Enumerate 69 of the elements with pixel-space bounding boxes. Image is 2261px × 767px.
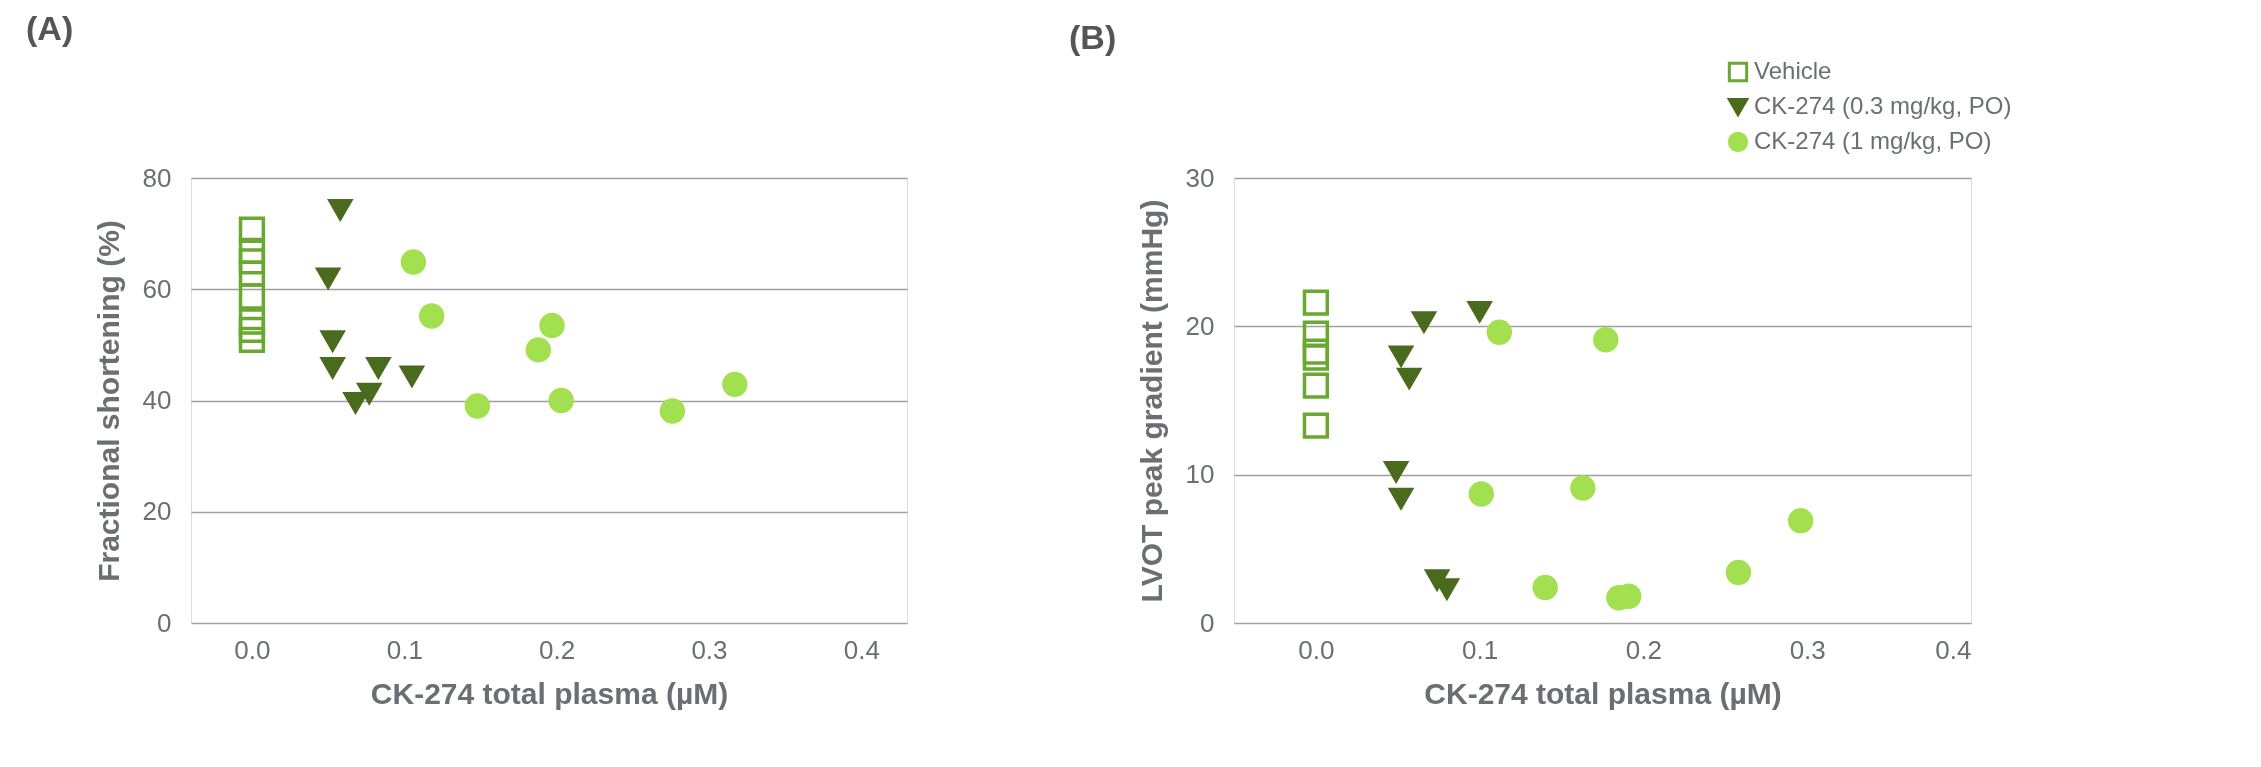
- point: [525, 337, 552, 363]
- point: [1302, 372, 1330, 399]
- y-axis-title: Fractional shortening (%): [91, 220, 125, 582]
- point: [548, 387, 574, 414]
- point: [1397, 367, 1422, 389]
- point: [1468, 481, 1495, 507]
- point: [1384, 461, 1409, 483]
- point: [238, 216, 266, 243]
- point: [328, 199, 353, 221]
- y-tick-label: 40: [142, 385, 172, 415]
- point: [238, 316, 266, 344]
- y-tick-label: 0: [1200, 607, 1215, 638]
- point: [1787, 507, 1814, 534]
- y-tick-label: 80: [142, 162, 172, 193]
- point: [1593, 327, 1619, 353]
- chart-title: (A): [26, 9, 74, 47]
- legend-label: CK-274 (0.3 mg/kg, PO): [1754, 92, 2012, 119]
- point: [320, 330, 345, 352]
- chart-title: (B): [1069, 18, 1117, 56]
- point: [1389, 487, 1414, 510]
- y-tick-label: 20: [142, 496, 172, 527]
- point: [343, 392, 368, 414]
- x-tick-label: 0.4: [1935, 634, 1972, 665]
- y-tick-label: 0: [157, 607, 172, 638]
- point: [418, 303, 445, 329]
- point: [1389, 345, 1414, 367]
- point: [238, 283, 266, 310]
- point: [722, 371, 748, 398]
- y-tick-label: 30: [1185, 162, 1215, 193]
- x-tick-label: 0.4: [843, 634, 880, 665]
- point: [399, 365, 424, 387]
- point: [238, 326, 266, 354]
- x-tick-label: 0.0: [1298, 634, 1335, 665]
- point: [238, 248, 266, 275]
- x-tick-label: 0.0: [234, 634, 271, 665]
- x-tick-label: 0.2: [539, 634, 576, 665]
- point: [1532, 574, 1558, 601]
- point: [320, 357, 345, 379]
- x-axis-title: CK-274 total plasma (µM): [1424, 676, 1782, 710]
- point: [1302, 289, 1330, 316]
- point: [1570, 475, 1596, 501]
- point: [1467, 300, 1492, 323]
- y-tick-label: 10: [1185, 459, 1215, 490]
- point: [464, 393, 491, 419]
- point: [238, 308, 266, 335]
- x-tick-label: 0.2: [1625, 634, 1663, 665]
- y-tick-label: 60: [142, 273, 172, 304]
- point: [366, 357, 391, 379]
- y-axis-title: LVOT peak gradient (mmHg): [1134, 199, 1168, 603]
- legend-label: CK-274 (1 mg/kg, PO): [1754, 127, 1992, 154]
- x-tick-label: 0.3: [1789, 634, 1826, 665]
- x-tick-label: 0.3: [691, 634, 728, 665]
- point: [1302, 320, 1330, 347]
- x-tick-label: 0.1: [386, 634, 423, 665]
- point: [1411, 311, 1436, 333]
- point: [316, 267, 341, 289]
- point: [1486, 319, 1513, 345]
- point: [1725, 559, 1752, 586]
- point: [357, 382, 382, 404]
- point: [1302, 338, 1330, 365]
- legend-label: Vehicle: [1754, 57, 1832, 84]
- point: [400, 249, 427, 275]
- point: [1302, 412, 1330, 439]
- y-tick-label: 20: [1185, 310, 1215, 341]
- point: [1302, 344, 1330, 371]
- x-axis-title: CK-274 total plasma (µM): [370, 676, 729, 710]
- point: [539, 312, 565, 339]
- x-tick-label: 0.1: [1462, 634, 1499, 665]
- point: [659, 398, 686, 424]
